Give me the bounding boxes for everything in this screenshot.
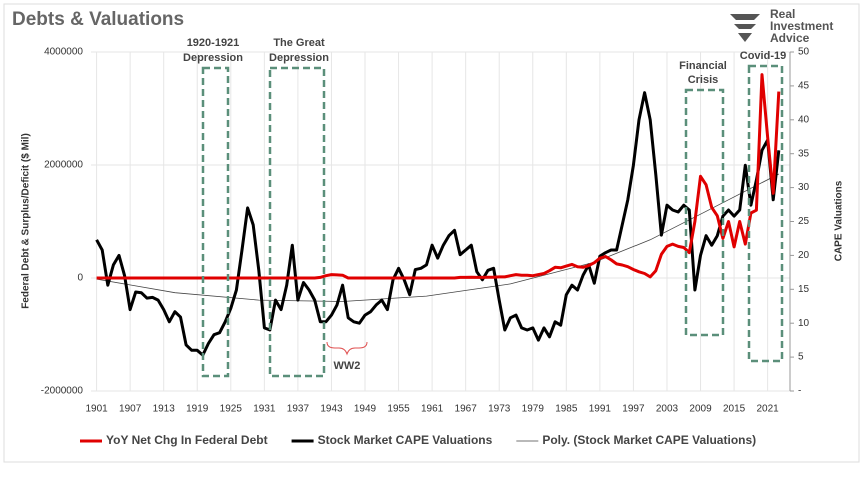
y2-tick-label: 5 (798, 352, 804, 363)
y2-tick-label: 25 (798, 216, 810, 227)
series-line (96, 73, 781, 280)
logo-icon (730, 14, 760, 42)
plot (95, 73, 781, 357)
annotation: Crisis (688, 74, 719, 86)
x-tick-label: 1991 (589, 404, 612, 415)
series-line (95, 91, 781, 357)
x-tick-label: 1901 (85, 404, 108, 415)
x-tick-label: 1931 (253, 404, 276, 415)
x-tick-label: 1913 (153, 404, 176, 415)
x-tick-label: 1943 (320, 404, 343, 415)
legend: YoY Net Chg In Federal Debt Stock Market … (80, 433, 756, 447)
y2-tick-label: 40 (798, 114, 810, 125)
annotation-box (268, 66, 326, 378)
annotation: Financial (679, 60, 727, 72)
x-tick-label: 1985 (555, 404, 578, 415)
legend-label: Poly. (Stock Market CAPE Valuations) (542, 433, 756, 447)
x-tick-label: 1973 (488, 404, 511, 415)
x-tick-label: 1949 (354, 404, 377, 415)
legend-label: YoY Net Chg In Federal Debt (106, 433, 268, 447)
y-tick-label: 0 (77, 273, 83, 284)
brand: Advice (770, 31, 810, 45)
annotation: Covid-19 (740, 50, 786, 62)
annotation: Depression (269, 52, 329, 64)
annotation: 1920-1921 (187, 37, 240, 49)
bracket (326, 341, 368, 356)
annotation-box (201, 66, 230, 378)
y2-tick-label: 45 (798, 81, 810, 92)
y2-axis-label: CAPE Valuations (834, 180, 845, 261)
annotations: 1920-1921 Depression The Great Depressio… (183, 37, 786, 378)
x-tick-label: 2009 (689, 404, 712, 415)
logo: Real Investment Advice (730, 7, 833, 45)
y2-tick-label: 15 (798, 284, 810, 295)
annotation-box (747, 64, 784, 363)
brand: Investment (770, 19, 833, 33)
annotation-box (684, 88, 725, 337)
annotation: The Great (273, 37, 325, 49)
legend-label: Stock Market CAPE Valuations (318, 433, 493, 447)
y-tick-label: 4000000 (44, 47, 83, 58)
chart-title: Debts & Valuations (12, 9, 184, 30)
y2-tick-label: 30 (798, 182, 810, 193)
x-tick-label: 1907 (119, 404, 142, 415)
y-tick-label: -2000000 (41, 386, 84, 397)
x-tick-label: 1967 (455, 404, 478, 415)
y2-tick-label: - (798, 386, 801, 397)
annotation: WW2 (334, 360, 361, 372)
x-tick-label: 1937 (287, 404, 310, 415)
x-tick-label: 2003 (656, 404, 679, 415)
x-tick-label: 1961 (421, 404, 444, 415)
x-tick-label: 2021 (757, 404, 780, 415)
x-tick-label: 2015 (723, 404, 746, 415)
y-tick-label: 2000000 (44, 160, 83, 171)
y2-tick-label: 20 (798, 250, 810, 261)
x-tick-label: 1925 (220, 404, 243, 415)
brand: Real (770, 7, 795, 21)
x-tick-label: 1919 (186, 404, 209, 415)
frame (3, 3, 860, 463)
x-tick-label: 1955 (387, 404, 410, 415)
annotation: Depression (183, 52, 243, 64)
y2-tick-label: 35 (798, 148, 810, 159)
y2-tick-label: 50 (798, 47, 810, 58)
y2-tick-label: 10 (798, 318, 810, 329)
series-line (96, 173, 779, 302)
grid: 1901 1907 1913 1919 1925 1931 1937 1943 1949 1955… (41, 47, 810, 415)
y-axis-label: Federal Debt & Surplus/Deficit ($ Mil) (21, 133, 32, 309)
x-tick-label: 1997 (622, 404, 645, 415)
x-tick-label: 1979 (522, 404, 545, 415)
